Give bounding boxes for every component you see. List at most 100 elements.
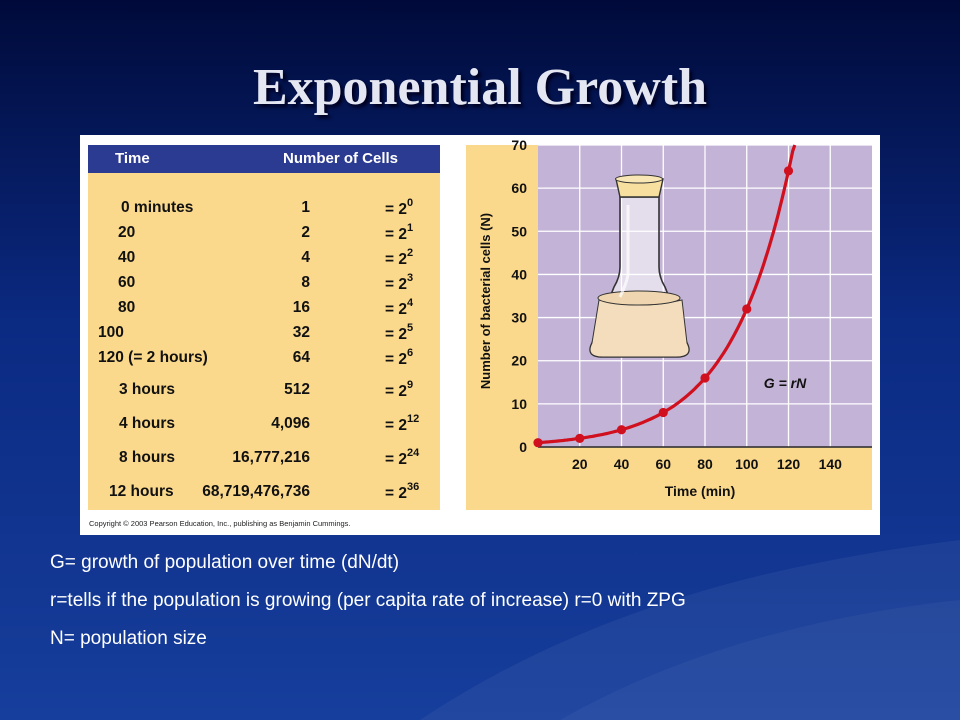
- row-time: 120 (= 2 hours): [98, 349, 208, 366]
- figure-panel: Time Number of Cells 0 minutes 1 = 20 20 2 = …: [80, 135, 880, 535]
- row-exponent: 6: [406, 347, 414, 359]
- header-time: Time: [115, 150, 150, 167]
- row-exponent: 24: [406, 447, 420, 459]
- y-tick-label: 20: [511, 353, 527, 369]
- row-time: 60: [118, 274, 136, 291]
- data-point: [533, 438, 543, 448]
- table-row: 3 hours 512 = 29: [88, 379, 440, 401]
- y-tick-labels: 0 10 20 30 40 50 60 70: [511, 137, 527, 455]
- row-exponent: 3: [406, 272, 414, 284]
- data-point: [616, 425, 627, 435]
- row-power: = 212: [385, 413, 420, 435]
- row-time: 20: [118, 224, 136, 241]
- copyright-text: Copyright © 2003 Pearson Education, Inc.…: [89, 519, 351, 528]
- row-time: 3 hours: [119, 381, 175, 398]
- data-point: [575, 433, 585, 443]
- x-tick-label: 140: [819, 456, 843, 472]
- slide-title: Exponential Growth: [252, 59, 708, 116]
- row-exponent: 5: [406, 322, 414, 334]
- table-row: 80 16 = 24: [88, 297, 440, 319]
- row-time: 0 minutes: [121, 199, 194, 216]
- row-time: 12 hours: [109, 483, 174, 500]
- table-row: 0 minutes 1 = 20: [88, 197, 440, 219]
- row-power: = 21: [385, 222, 414, 244]
- row-power-base: = 2: [385, 451, 407, 469]
- row-time: 8 hours: [119, 449, 175, 466]
- row-power: = 22: [385, 247, 414, 269]
- data-point: [700, 373, 710, 383]
- row-cells: 1: [301, 199, 310, 216]
- row-exponent: 36: [406, 481, 420, 493]
- y-tick-label: 50: [511, 223, 527, 239]
- row-power-base: = 2: [385, 326, 407, 344]
- x-tick-label: 20: [572, 456, 588, 472]
- row-cells: 2: [301, 224, 310, 241]
- row-power-base: = 2: [385, 201, 407, 219]
- table-row: 120 (= 2 hours) 64 = 26: [88, 347, 440, 369]
- row-power-base: = 2: [385, 485, 407, 503]
- x-tick-label: 60: [655, 456, 671, 472]
- growth-chart: 0 10 20 30 40 50 60 70 20 40 60 80 100 120 140 G = rN…: [466, 137, 872, 510]
- row-exponent: 9: [406, 379, 414, 391]
- y-tick-label: 70: [511, 137, 527, 153]
- table-row: 60 8 = 23: [88, 272, 440, 294]
- y-tick-label: 40: [511, 266, 527, 282]
- table-row: 4 hours 4,096 = 212: [88, 413, 440, 435]
- row-power-base: = 2: [385, 417, 407, 435]
- x-tick-labels: 20 40 60 80 100 120 140: [572, 456, 842, 472]
- row-power: = 224: [385, 447, 420, 469]
- row-time: 4 hours: [119, 415, 175, 432]
- note-rate: r=tells if the population is growing (pe…: [50, 590, 686, 611]
- y-axis-label: Number of bacterial cells (N): [478, 213, 493, 389]
- row-cells: 4,096: [271, 415, 310, 432]
- table-row: 40 4 = 22: [88, 247, 440, 269]
- row-time: 40: [118, 249, 136, 266]
- note-growth: G= growth of population over time (dN/dt…: [50, 552, 400, 573]
- table-row: 12 hours 68,719,476,736 = 236: [88, 481, 440, 503]
- table-row: 100 32 = 25: [88, 322, 440, 344]
- row-exponent: 2: [406, 247, 414, 259]
- header-number-of-cells: Number of Cells: [283, 150, 399, 167]
- note-population-size: N= population size: [50, 628, 207, 649]
- row-exponent: 0: [406, 197, 414, 209]
- row-power: = 26: [385, 347, 414, 369]
- row-cells: 8: [301, 274, 310, 291]
- table-header: Time Number of Cells: [88, 145, 440, 173]
- row-power-base: = 2: [385, 251, 407, 269]
- y-tick-label: 30: [511, 310, 527, 326]
- cell-count-table: Time Number of Cells 0 minutes 1 = 20 20 2 = …: [88, 145, 440, 510]
- data-point: [783, 166, 794, 176]
- row-cells: 64: [292, 349, 310, 366]
- row-power-base: = 2: [385, 226, 407, 244]
- row-power-base: = 2: [385, 301, 407, 319]
- x-tick-label: 80: [697, 456, 713, 472]
- row-power-base: = 2: [385, 351, 407, 369]
- row-power: = 29: [385, 379, 414, 401]
- row-power: = 23: [385, 272, 414, 294]
- row-exponent: 12: [406, 413, 420, 425]
- row-power: = 236: [385, 481, 420, 503]
- data-point: [742, 304, 752, 314]
- row-cells: 68,719,476,736: [202, 483, 310, 500]
- row-time: 100: [98, 324, 124, 341]
- row-power: = 25: [385, 322, 414, 344]
- row-power: = 24: [385, 297, 414, 319]
- row-cells: 16: [292, 299, 310, 316]
- x-axis-label: Time (min): [665, 483, 736, 499]
- definitions: G= growth of population over time (dN/dt…: [50, 552, 930, 666]
- equation-label: G = rN: [764, 375, 807, 391]
- row-power-base: = 2: [385, 276, 407, 294]
- row-cells: 32: [292, 324, 310, 341]
- row-cells: 512: [284, 381, 310, 398]
- row-power-base: = 2: [385, 383, 407, 401]
- y-tick-label: 10: [511, 396, 527, 412]
- x-tick-label: 40: [614, 456, 630, 472]
- row-cells: 4: [301, 249, 310, 266]
- flask-illustration: [589, 174, 690, 358]
- row-cells: 16,777,216: [232, 449, 310, 466]
- row-exponent: 1: [406, 222, 414, 234]
- row-time: 80: [118, 299, 136, 316]
- y-tick-label: 0: [519, 439, 527, 455]
- row-exponent: 4: [406, 297, 414, 309]
- data-point: [658, 407, 668, 418]
